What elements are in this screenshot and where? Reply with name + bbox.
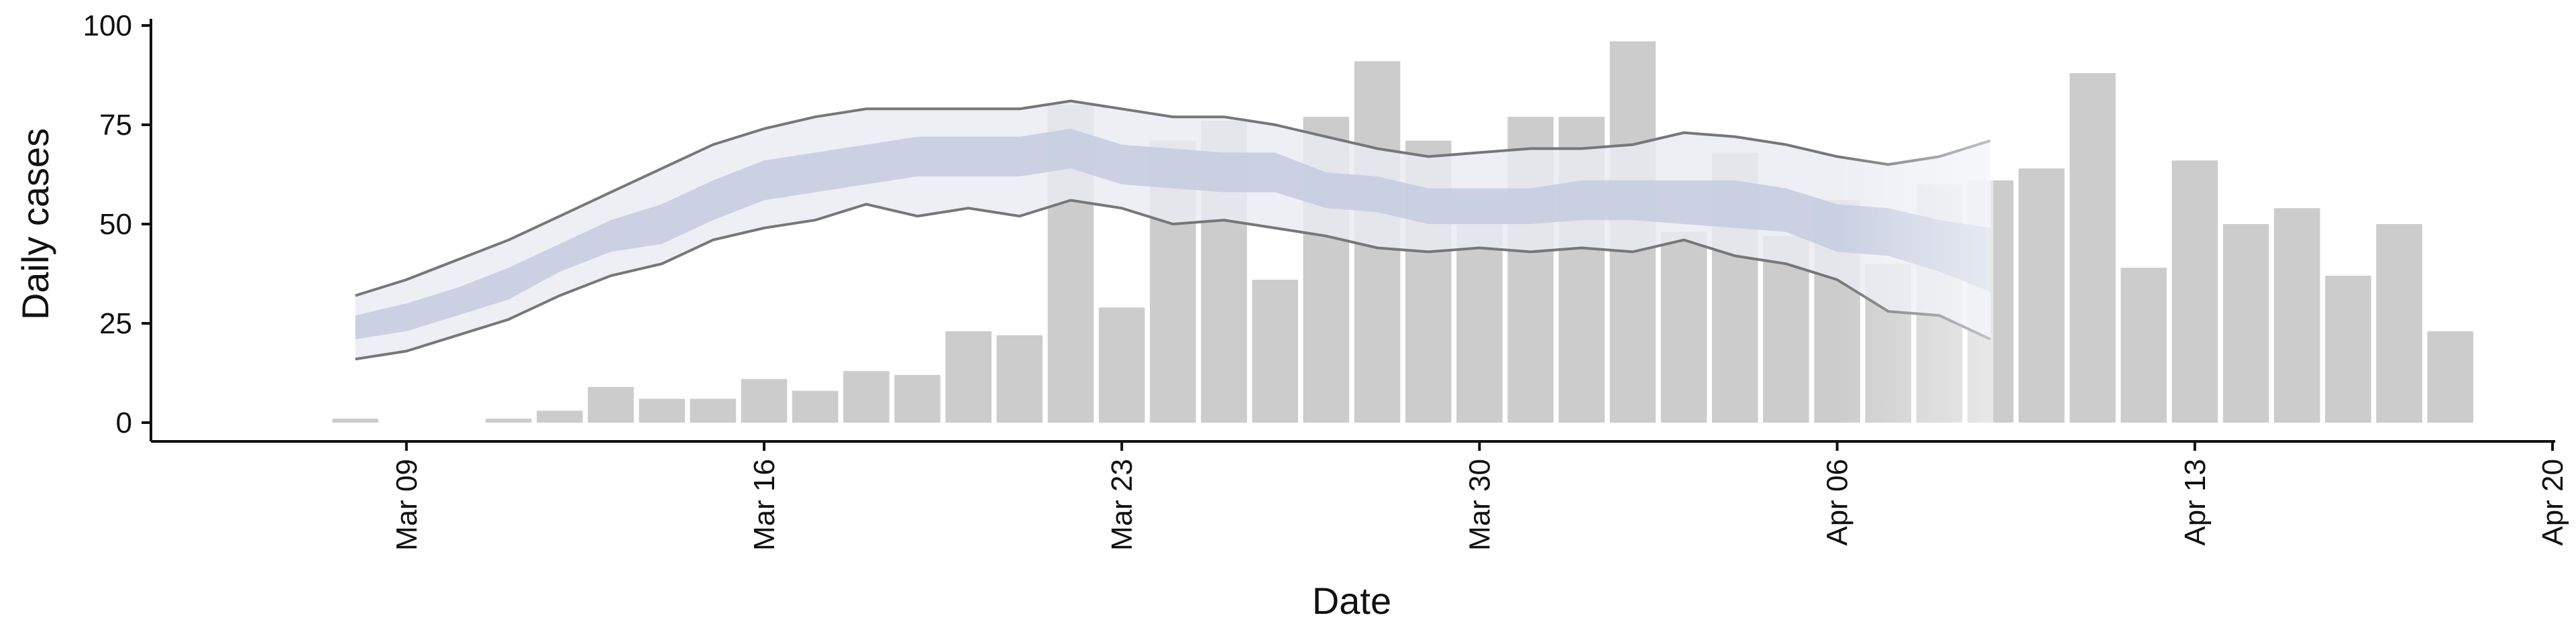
y-tick-label: 50 <box>99 208 132 241</box>
bar <box>996 335 1043 423</box>
x-tick-label: Mar 23 <box>1106 459 1138 551</box>
bar <box>2427 331 2473 423</box>
bar <box>332 419 378 423</box>
bar <box>792 390 839 423</box>
x-tick-label: Mar 16 <box>748 459 781 551</box>
x-tick-label: Apr 13 <box>2179 459 2212 546</box>
bar <box>639 398 685 423</box>
bar <box>2019 168 2065 423</box>
bar <box>2222 224 2269 423</box>
x-tick-label: Apr 20 <box>2536 459 2569 546</box>
y-axis-title: Daily cases <box>14 128 56 320</box>
upper-bound-line <box>355 99 1991 297</box>
bar <box>1660 231 1707 423</box>
x-tick-label: Apr 06 <box>1821 459 1854 546</box>
x-tick-label: Mar 30 <box>1463 459 1496 551</box>
bar <box>843 371 890 423</box>
x-axis-title: Date <box>1312 580 1391 622</box>
bar <box>894 374 941 423</box>
inner-interval-band <box>355 128 1991 339</box>
y-tick-label: 25 <box>99 307 132 340</box>
x-tick-label: Mar 09 <box>390 459 423 551</box>
y-tick-label: 100 <box>83 9 132 42</box>
projection-band-layer <box>355 99 1991 361</box>
y-tick-label: 75 <box>99 109 132 142</box>
lower-bound-line <box>355 199 1991 361</box>
bar <box>2325 275 2371 423</box>
projection-fade <box>1837 25 1994 423</box>
bar <box>690 398 737 423</box>
axes-layer: 0 25 50 75 100 Mar 09 Mar 16 Mar 23 Mar 30 Apr 06… <box>83 9 2569 551</box>
projection-fade-layer <box>1837 25 1994 423</box>
bar <box>485 419 532 423</box>
bar <box>2171 160 2218 423</box>
bar <box>588 386 634 423</box>
bar <box>945 331 991 423</box>
bar <box>537 411 583 423</box>
bar <box>741 378 788 423</box>
bar <box>2273 208 2320 423</box>
bar <box>1252 279 1299 423</box>
y-tick-label: 0 <box>116 407 132 439</box>
bar <box>2376 224 2422 423</box>
bar <box>2070 73 2116 423</box>
bar <box>2121 268 2167 423</box>
bar <box>1098 307 1145 423</box>
